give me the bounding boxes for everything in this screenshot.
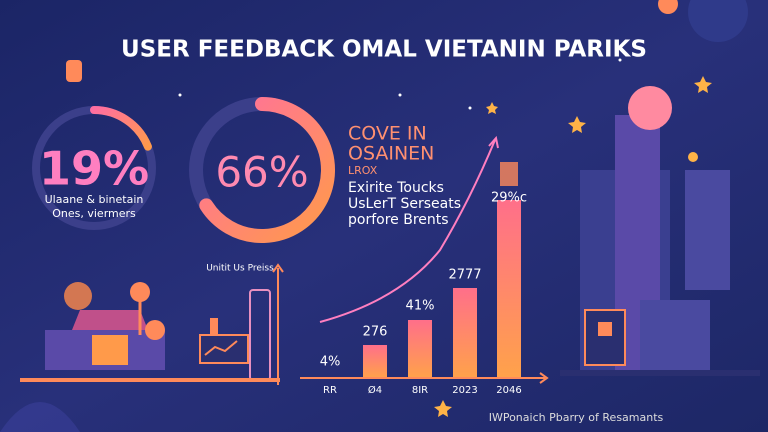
- x-tick-label: 2023: [452, 385, 477, 396]
- decor: [0, 0, 748, 432]
- panel-heading: OSAINEN: [348, 143, 434, 165]
- donut-segment: [199, 97, 335, 243]
- panel-heading: COVE IN: [348, 123, 427, 145]
- tower-illustration: [560, 86, 760, 376]
- donut-caption: Ones, viermers: [52, 207, 136, 220]
- bar-label: 41%: [406, 299, 435, 314]
- donut-value: 66%: [215, 148, 308, 197]
- bar-labels: RR Ø4 8IR 2023 2046 4% 276 41% 2777 29%c: [320, 191, 527, 397]
- bar-label: 29%c: [491, 191, 527, 206]
- bar-label: 276: [363, 325, 388, 340]
- donut-value: 19%: [39, 142, 149, 196]
- donut-segment: [90, 106, 152, 151]
- panel-text: porfore Brents: [348, 212, 449, 228]
- bar-chart: [300, 135, 549, 384]
- park-illustration: [20, 263, 284, 385]
- chart-label: Unitit Us Preiss: [206, 264, 274, 274]
- donut-caption: Ulaane & binetain: [45, 193, 144, 206]
- panel-text: Exirite Toucks: [348, 180, 444, 196]
- title: USER FEEDBACK OMAL VIETANIN PARIKS: [121, 37, 647, 63]
- panel-text: UsLerT Serseats: [348, 196, 461, 212]
- x-tick-label: 2046: [496, 385, 521, 396]
- panel-subheading: LROX: [348, 164, 378, 177]
- x-tick-label: RR: [323, 385, 337, 396]
- bar-label: 4%: [320, 355, 341, 370]
- x-tick-label: Ø4: [368, 384, 382, 396]
- footer: IWPonaich Pbarry of Resamants: [489, 411, 664, 424]
- bar-label: 2777: [448, 268, 481, 283]
- x-tick-label: 8IR: [412, 385, 428, 396]
